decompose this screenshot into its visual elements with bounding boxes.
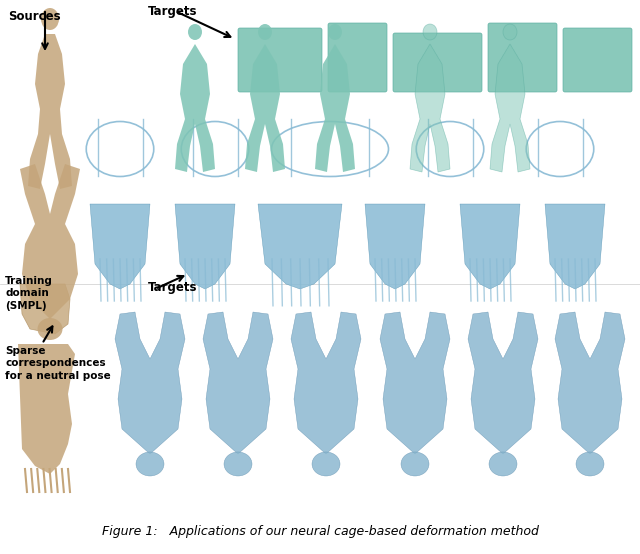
Ellipse shape — [136, 452, 164, 476]
Ellipse shape — [503, 24, 517, 40]
Polygon shape — [258, 204, 342, 289]
Polygon shape — [175, 204, 235, 289]
Ellipse shape — [312, 452, 340, 476]
Polygon shape — [545, 204, 605, 289]
Polygon shape — [28, 34, 72, 189]
FancyBboxPatch shape — [328, 23, 387, 92]
Polygon shape — [245, 44, 285, 172]
FancyBboxPatch shape — [393, 33, 482, 92]
Polygon shape — [365, 204, 425, 289]
Polygon shape — [18, 344, 75, 474]
Ellipse shape — [489, 452, 517, 476]
Text: Targets: Targets — [148, 5, 198, 18]
Polygon shape — [90, 204, 150, 289]
Ellipse shape — [328, 24, 342, 40]
Polygon shape — [555, 312, 625, 454]
Bar — [0, 284, 640, 524]
Polygon shape — [20, 284, 70, 334]
Polygon shape — [203, 312, 273, 454]
Ellipse shape — [188, 24, 202, 40]
FancyBboxPatch shape — [238, 28, 322, 92]
Ellipse shape — [423, 24, 437, 40]
Polygon shape — [115, 312, 185, 454]
Text: Sparse
correspondences
for a neutral pose: Sparse correspondences for a neutral pos… — [5, 346, 111, 381]
Text: Training
domain
(SMPL): Training domain (SMPL) — [5, 276, 53, 311]
Polygon shape — [380, 312, 450, 454]
Ellipse shape — [38, 318, 63, 340]
Ellipse shape — [576, 452, 604, 476]
Polygon shape — [460, 204, 520, 289]
Polygon shape — [175, 44, 215, 172]
Ellipse shape — [41, 8, 59, 30]
Text: Sources: Sources — [8, 10, 61, 23]
FancyBboxPatch shape — [563, 28, 632, 92]
Polygon shape — [410, 44, 450, 172]
Polygon shape — [315, 44, 355, 172]
Ellipse shape — [224, 452, 252, 476]
FancyBboxPatch shape — [488, 23, 557, 92]
Ellipse shape — [258, 24, 272, 40]
Polygon shape — [291, 312, 361, 454]
Bar — [0, 4, 640, 284]
Text: Figure 1:   Applications of our neural cage-based deformation method: Figure 1: Applications of our neural cag… — [102, 525, 538, 538]
Ellipse shape — [401, 452, 429, 476]
Polygon shape — [490, 44, 530, 172]
Polygon shape — [468, 312, 538, 454]
Polygon shape — [20, 164, 80, 319]
Text: Targets: Targets — [148, 281, 198, 294]
